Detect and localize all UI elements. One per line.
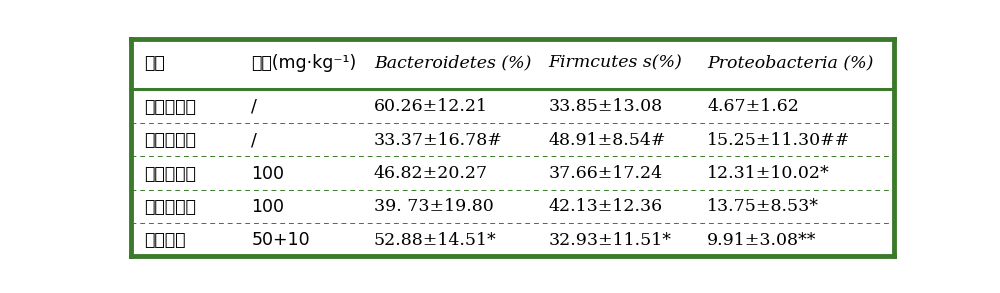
- Text: 9.91±3.08**: 9.91±3.08**: [707, 232, 817, 249]
- Text: Bacteroidetes (%): Bacteroidetes (%): [374, 55, 531, 72]
- Text: 剂量(mg·kg⁻¹): 剂量(mg·kg⁻¹): [251, 54, 357, 72]
- Text: Proteobacteria (%): Proteobacteria (%): [707, 55, 873, 72]
- Text: 50+10: 50+10: [251, 231, 310, 249]
- Text: 46.82±20.27: 46.82±20.27: [374, 165, 488, 182]
- Text: 4.67±1.62: 4.67±1.62: [707, 98, 799, 115]
- Text: 12.31±10.02*: 12.31±10.02*: [707, 165, 830, 182]
- Text: 组别: 组别: [144, 54, 165, 72]
- Text: 32.93±11.51*: 32.93±11.51*: [548, 232, 671, 249]
- Text: 100: 100: [251, 165, 284, 183]
- Text: 33.85±13.08: 33.85±13.08: [548, 98, 662, 115]
- Text: 52.88±14.51*: 52.88±14.51*: [374, 232, 497, 249]
- Text: 48.91±8.54#: 48.91±8.54#: [548, 132, 666, 149]
- Text: 39. 73±19.80: 39. 73±19.80: [374, 198, 494, 215]
- Text: 空白对照组: 空白对照组: [144, 98, 196, 116]
- Text: 15.25±11.30##: 15.25±11.30##: [707, 132, 850, 149]
- Text: 人参多糖组: 人参多糖组: [144, 198, 196, 216]
- Text: /: /: [251, 131, 257, 149]
- Text: 魔芋多糖组: 魔芋多糖组: [144, 165, 196, 183]
- Text: 100: 100: [251, 198, 284, 216]
- Text: 37.66±17.24: 37.66±17.24: [548, 165, 662, 182]
- Text: 组合物组: 组合物组: [144, 231, 186, 249]
- Text: 13.75±8.53*: 13.75±8.53*: [707, 198, 819, 215]
- Text: Firmcutes s(%): Firmcutes s(%): [548, 55, 682, 72]
- Text: 模型对照组: 模型对照组: [144, 131, 196, 149]
- Text: 33.37±16.78#: 33.37±16.78#: [374, 132, 503, 149]
- Text: 42.13±12.36: 42.13±12.36: [548, 198, 662, 215]
- Text: 60.26±12.21: 60.26±12.21: [374, 98, 488, 115]
- Text: /: /: [251, 98, 257, 116]
